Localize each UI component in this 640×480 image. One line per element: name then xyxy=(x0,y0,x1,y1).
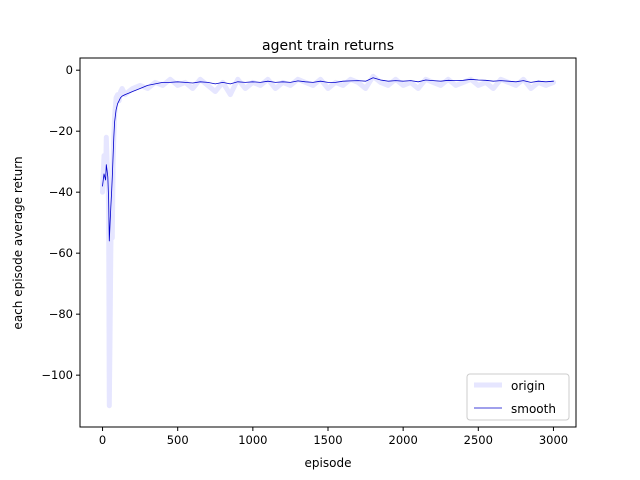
y-tick-label: 0 xyxy=(66,63,73,77)
y-tick-label: −40 xyxy=(49,185,73,199)
x-ticks: 0 500 1000 1500 2000 2500 3000 xyxy=(99,427,568,447)
x-tick-label: 1000 xyxy=(238,433,267,447)
x-tick-label: 0 xyxy=(99,433,106,447)
y-tick-label: −60 xyxy=(49,246,73,260)
series-line-smooth xyxy=(102,77,554,242)
legend-label-smooth: smooth xyxy=(511,402,556,416)
plot-frame xyxy=(79,57,577,428)
y-tick-label: −20 xyxy=(49,124,73,138)
x-tick-label: 1500 xyxy=(313,433,342,447)
legend: origin smooth xyxy=(466,373,570,421)
series-layer xyxy=(100,73,556,409)
y-tick-label: −80 xyxy=(49,307,73,321)
x-tick-label: 500 xyxy=(167,433,189,447)
x-tick-label: 2500 xyxy=(464,433,493,447)
x-tick-label: 2000 xyxy=(389,433,418,447)
chart-title: agent train returns xyxy=(262,38,394,54)
y-ticks: 0 −20 −40 −60 −80 −100 xyxy=(41,63,80,382)
plot-area xyxy=(100,73,556,409)
x-tick-label: 3000 xyxy=(539,433,568,447)
y-tick-label: −100 xyxy=(41,368,73,382)
y-axis-label: each episode average return xyxy=(11,156,25,329)
x-axis-label: episode xyxy=(305,456,352,470)
legend-label-origin: origin xyxy=(511,379,545,393)
